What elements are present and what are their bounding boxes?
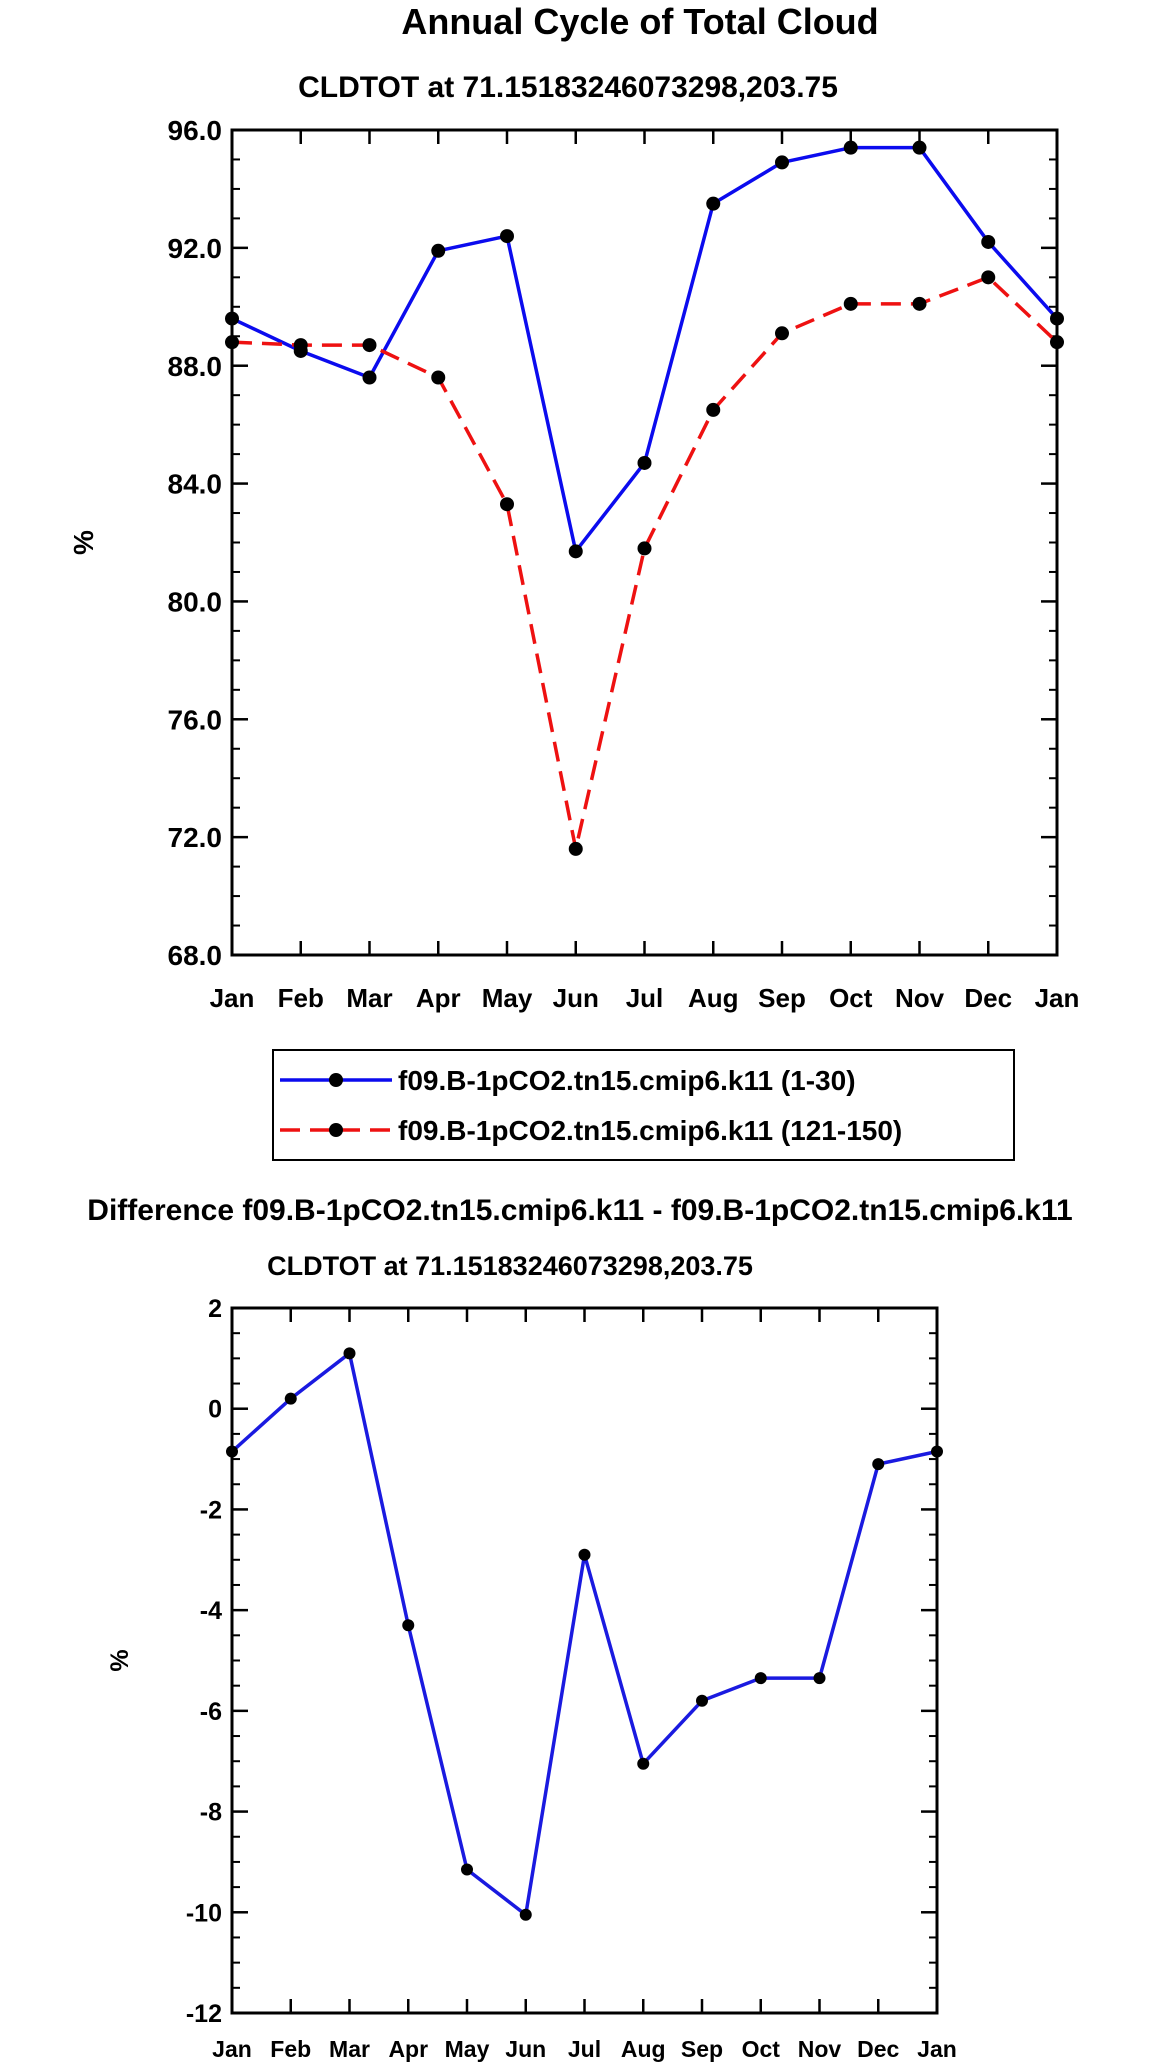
bottom-chart: Jan Feb Mar Apr May Jun Jul Aug Sep Oct Nov Dec Jan -… bbox=[106, 1295, 957, 2062]
y-tick-label: 68.0 bbox=[168, 940, 223, 971]
data-point bbox=[362, 338, 377, 353]
x-tick-label: Jan bbox=[1035, 983, 1080, 1013]
y-tick-label: -4 bbox=[200, 1597, 222, 1625]
data-point bbox=[813, 1672, 826, 1685]
x-tick-label: May bbox=[482, 983, 533, 1013]
x-tick-label: Mar bbox=[329, 2036, 370, 2062]
data-point bbox=[931, 1445, 943, 1458]
x-tick-label: Apr bbox=[416, 983, 461, 1013]
x-tick-label: Oct bbox=[829, 983, 873, 1013]
y-tick-label: 2 bbox=[208, 1295, 222, 1323]
data-point bbox=[775, 326, 789, 341]
y-tick-label: 76.0 bbox=[168, 704, 223, 735]
x-tick-label: Jan bbox=[917, 2036, 957, 2062]
y-tick-label: -2 bbox=[200, 1496, 222, 1524]
legend-label-1: f09.B-1pCO2.tn15.cmip6.k11 (1-30) bbox=[398, 1065, 856, 1096]
data-point bbox=[519, 1908, 532, 1921]
x-tick-label: Jun bbox=[505, 2036, 546, 2062]
x-tick-label: Feb bbox=[270, 2036, 311, 2062]
data-point bbox=[981, 270, 996, 285]
data-point bbox=[775, 155, 789, 170]
data-point bbox=[431, 370, 446, 385]
data-point bbox=[568, 544, 583, 559]
data-point bbox=[225, 335, 239, 350]
data-point bbox=[362, 370, 377, 385]
data-point bbox=[912, 296, 927, 311]
x-tick-label: Apr bbox=[388, 2036, 428, 2062]
x-tick-label: Mar bbox=[346, 983, 392, 1013]
x-tick-label: Jan bbox=[212, 2036, 252, 2062]
x-tick-label: Jan bbox=[210, 983, 255, 1013]
x-tick-label: Jun bbox=[553, 983, 599, 1013]
difference-title: Difference f09.B-1pCO2.tn15.cmip6.k11 - … bbox=[87, 1194, 1072, 1227]
bottom-chart-subtitle: CLDTOT at 71.15183246073298,203.75 bbox=[267, 1251, 753, 1281]
y-tick-label: 0 bbox=[208, 1396, 222, 1424]
data-point bbox=[500, 497, 514, 512]
y-tick-label: 88.0 bbox=[168, 351, 223, 382]
x-tick-label: Dec bbox=[857, 2036, 899, 2062]
series-line-1 bbox=[230, 1351, 938, 1917]
legend-marker bbox=[329, 1073, 343, 1087]
legend: f09.B-1pCO2.tn15.cmip6.k11 (1-30) f09.B-1… bbox=[272, 1049, 1015, 1161]
data-point bbox=[1050, 335, 1064, 350]
main-title: Annual Cycle of Total Cloud bbox=[401, 1, 878, 42]
x-tick-label: May bbox=[445, 2036, 490, 2062]
data-point bbox=[981, 234, 996, 249]
y-tick-label: 84.0 bbox=[168, 469, 223, 500]
data-point bbox=[226, 1445, 238, 1458]
data-point bbox=[578, 1548, 591, 1561]
data-point bbox=[500, 229, 514, 244]
data-point bbox=[696, 1694, 708, 1707]
data-point bbox=[912, 140, 927, 155]
legend-label-2: f09.B-1pCO2.tn15.cmip6.k11 (121-150) bbox=[398, 1115, 902, 1146]
y-axis-label: % bbox=[106, 1649, 134, 1671]
y-axis-label: % bbox=[68, 530, 99, 555]
data-point bbox=[754, 1672, 767, 1685]
y-tick-label: 92.0 bbox=[168, 233, 223, 264]
y-tick-label: 96.0 bbox=[168, 115, 223, 146]
data-point bbox=[568, 841, 583, 856]
data-point bbox=[637, 541, 652, 556]
y-tick-label: -10 bbox=[186, 1899, 222, 1927]
data-point bbox=[843, 140, 858, 155]
y-tick-label: -8 bbox=[200, 1799, 222, 1827]
top-chart: Jan Feb Mar Apr May Jun Jul Aug Sep Oct Nov Dec Jan 6… bbox=[68, 115, 1079, 1013]
data-point bbox=[1050, 311, 1064, 326]
data-point bbox=[293, 338, 308, 353]
x-tick-label: Nov bbox=[895, 983, 945, 1013]
series-line-1 bbox=[231, 145, 1059, 554]
series-line-2 bbox=[231, 275, 1059, 851]
data-point bbox=[637, 1757, 650, 1770]
x-tick-label: Aug bbox=[621, 2036, 666, 2062]
data-point bbox=[637, 455, 652, 470]
data-point bbox=[706, 196, 721, 211]
y-tick-label: -12 bbox=[186, 2000, 222, 2028]
x-tick-label: Sep bbox=[758, 983, 806, 1013]
data-point bbox=[461, 1863, 473, 1876]
data-point bbox=[284, 1392, 297, 1405]
x-tick-label: Nov bbox=[798, 2036, 842, 2062]
data-point bbox=[843, 296, 858, 311]
x-tick-label: Feb bbox=[278, 983, 324, 1013]
x-tick-label: Jul bbox=[626, 983, 664, 1013]
x-tick-label: Jul bbox=[568, 2036, 601, 2062]
y-tick-label: 72.0 bbox=[168, 822, 223, 853]
y-tick-label: -6 bbox=[200, 1698, 222, 1726]
data-point bbox=[402, 1619, 415, 1632]
data-point bbox=[872, 1458, 885, 1471]
data-point bbox=[706, 402, 721, 417]
legend-box bbox=[272, 1049, 1015, 1161]
data-point bbox=[431, 243, 446, 258]
legend-marker bbox=[329, 1123, 343, 1137]
x-tick-label: Aug bbox=[688, 983, 739, 1013]
x-tick-label: Dec bbox=[964, 983, 1012, 1013]
plot-frame bbox=[230, 1306, 939, 2015]
y-tick-label: 80.0 bbox=[168, 587, 223, 618]
x-tick-label: Sep bbox=[681, 2036, 723, 2062]
top-chart-subtitle: CLDTOT at 71.15183246073298,203.75 bbox=[298, 71, 838, 104]
x-tick-label: Oct bbox=[742, 2036, 781, 2062]
data-point bbox=[343, 1347, 356, 1360]
data-point bbox=[225, 311, 239, 326]
